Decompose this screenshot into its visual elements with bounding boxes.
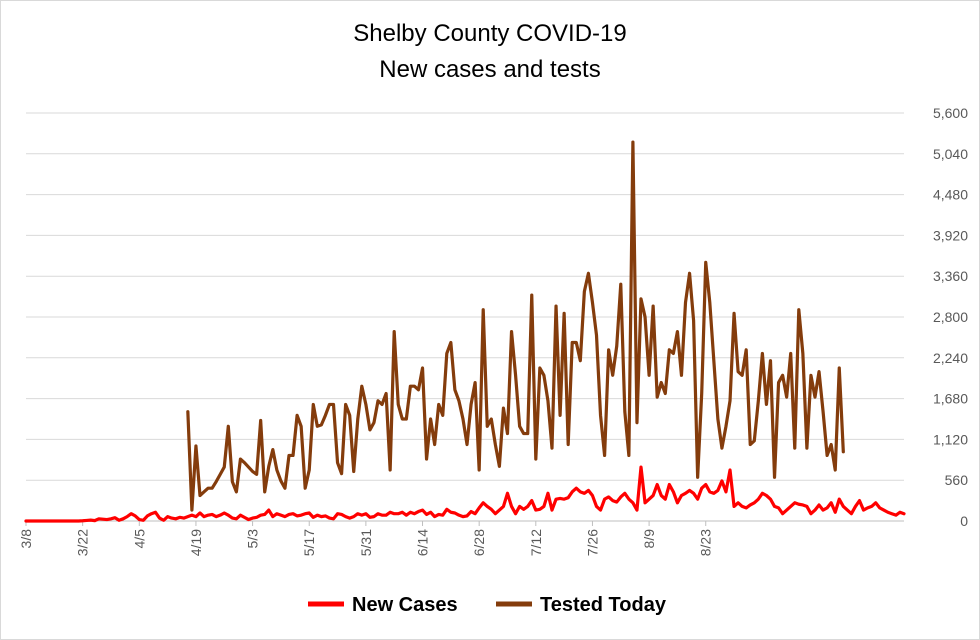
y-tick-label: 560 — [945, 472, 969, 488]
y-axis-ticks: 0 560 1,120 1,680 2,240 2,800 3,360 3,920 4,480 5… — [933, 105, 968, 529]
series-line-tested-today — [186, 140, 845, 512]
legend: New Cases Tested Today — [308, 594, 667, 616]
series-line-new-cases — [24, 465, 906, 523]
x-tick-label: 6/28 — [471, 529, 487, 556]
y-tick-label: 3,920 — [933, 227, 968, 243]
y-tick-label: 2,240 — [933, 350, 968, 366]
x-tick-label: 5/31 — [358, 529, 374, 556]
y-tick-label: 4,480 — [933, 187, 968, 203]
y-tick-label: 1,120 — [933, 431, 968, 447]
x-tick-label: 6/14 — [415, 529, 431, 556]
y-tick-label: 0 — [960, 513, 968, 529]
x-tick-label: 8/9 — [641, 529, 657, 549]
y-tick-label: 3,360 — [933, 268, 968, 284]
y-tick-label: 5,600 — [933, 105, 968, 121]
x-tick-label: 5/17 — [301, 529, 317, 556]
x-tick-label: 8/23 — [698, 529, 714, 556]
x-tick-label: 7/12 — [528, 529, 544, 556]
x-tick-label: 4/5 — [131, 529, 147, 549]
chart-title: Shelby County COVID-19 — [353, 20, 627, 47]
x-axis-ticks: 3/8 3/22 4/5 4/19 5/3 5/17 5/31 6/14 6/28 7/12 7/2… — [18, 521, 714, 556]
legend-label-tested-today: Tested Today — [540, 594, 667, 616]
chart-subtitle: New cases and tests — [379, 56, 601, 83]
x-tick-label: 3/8 — [18, 529, 34, 549]
y-tick-label: 1,680 — [933, 391, 968, 407]
x-tick-label: 5/3 — [245, 529, 261, 549]
legend-label-new-cases: New Cases — [352, 594, 458, 616]
x-tick-label: 4/19 — [188, 529, 204, 556]
y-tick-label: 2,800 — [933, 309, 968, 325]
y-tick-label: 5,040 — [933, 146, 968, 162]
x-tick-label: 7/26 — [584, 529, 600, 556]
x-tick-label: 3/22 — [75, 529, 91, 556]
series-lines — [24, 140, 906, 523]
